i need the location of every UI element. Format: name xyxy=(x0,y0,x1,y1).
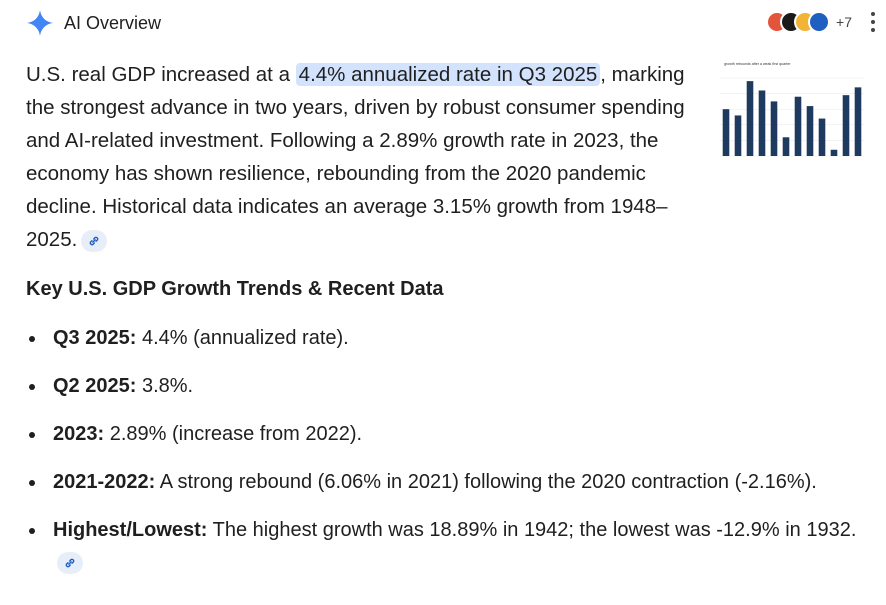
gemini-sparkle-icon xyxy=(27,10,53,36)
dot-icon xyxy=(871,28,875,32)
item-label: Q3 2025: xyxy=(53,327,137,349)
item-text: A strong rebound (6.06% in 2021) followi… xyxy=(155,471,817,493)
thumbnail-bar xyxy=(842,95,850,156)
thumbnail-bar xyxy=(734,115,742,156)
thumbnail-bar xyxy=(794,96,802,156)
more-options-button[interactable] xyxy=(868,10,878,34)
list-item: 2023: 2.89% (increase from 2022). xyxy=(26,418,866,450)
thumbnail-bar xyxy=(854,87,862,156)
item-label: Q2 2025: xyxy=(53,375,137,397)
item-text: The highest growth was 18.89% in 1942; t… xyxy=(207,519,857,541)
ai-overview-title: AI Overview xyxy=(64,12,162,33)
thumbnail-chart: growth rebounds after a weak first quart… xyxy=(720,62,864,157)
sources-more-count: +7 xyxy=(836,14,852,30)
chart-thumbnail[interactable]: growth rebounds after a weak first quart… xyxy=(704,60,870,196)
list-item: Highest/Lowest: The highest growth was 1… xyxy=(26,514,866,578)
link-icon xyxy=(89,236,99,245)
item-text: 3.8%. xyxy=(136,375,194,397)
thumbnail-bar xyxy=(746,81,754,156)
summary-highlight[interactable]: 4.4% annualized rate in Q3 2025 xyxy=(295,63,601,86)
thumbnail-caption: growth rebounds after a weak first quart… xyxy=(724,62,791,66)
list-item: Q3 2025: 4.4% (annualized rate). xyxy=(26,322,866,354)
citation-link-button[interactable] xyxy=(57,551,83,574)
section-heading: Key U.S. GDP Growth Trends & Recent Data xyxy=(26,278,444,300)
item-label: 2021-2022: xyxy=(53,471,156,493)
item-label: 2023: xyxy=(53,423,105,445)
thumbnail-bar xyxy=(830,149,838,156)
thumbnail-bar xyxy=(782,137,790,156)
item-label: Highest/Lowest: xyxy=(53,519,208,541)
dot-icon xyxy=(871,12,875,16)
item-text: 2.89% (increase from 2022). xyxy=(104,423,363,445)
link-icon xyxy=(65,558,75,568)
thumbnail-bar xyxy=(818,118,826,156)
ai-overview-header: AI Overview xyxy=(26,8,161,38)
dot-icon xyxy=(871,20,875,24)
summary-text-end: , marking the strongest advance in two y… xyxy=(26,63,685,251)
thumbnail-bar xyxy=(758,90,766,156)
summary-paragraph: U.S. real GDP increased at a 4.4% annual… xyxy=(26,58,686,256)
item-text: 4.4% (annualized rate). xyxy=(136,327,349,349)
source-favicon-icon xyxy=(808,11,831,33)
summary-text-start: U.S. real GDP increased at a xyxy=(26,63,296,86)
list-item: Q2 2025: 3.8%. xyxy=(26,370,866,402)
citation-link-button[interactable] xyxy=(81,229,108,252)
list-item: 2021-2022: A strong rebound (6.06% in 20… xyxy=(26,466,866,498)
sources-button[interactable]: +7 xyxy=(766,8,852,36)
trends-list: Q3 2025: 4.4% (annualized rate). Q2 2025… xyxy=(26,322,866,594)
thumbnail-bar xyxy=(806,106,814,156)
thumbnail-bar xyxy=(770,101,778,156)
thumbnail-bar xyxy=(722,109,730,156)
